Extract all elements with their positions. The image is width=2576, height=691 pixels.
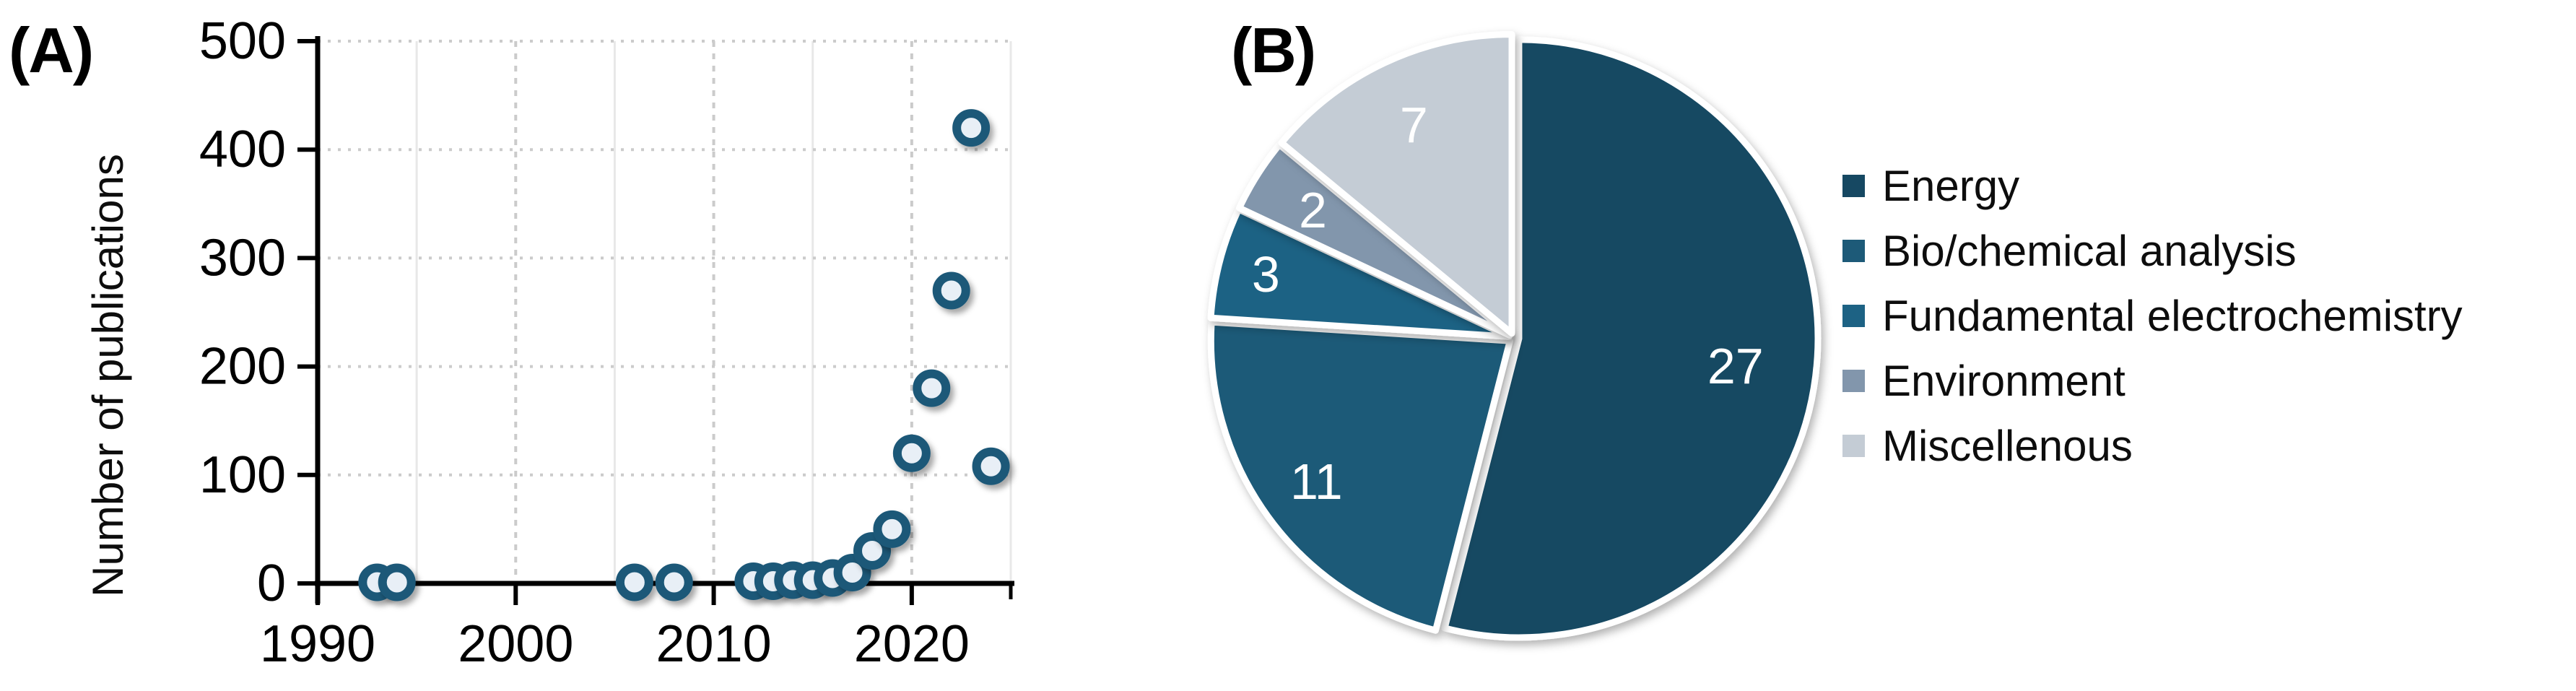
scatter-point: [378, 563, 416, 601]
pie-slice-bio-chemical-analysis: [1207, 318, 1513, 634]
scatter-point: [853, 531, 891, 570]
legend-item-fundamental-electrochemistry: Fundamental electrochemistry: [1842, 291, 2463, 340]
x-axis-tick-label: 2020: [854, 615, 970, 673]
legend-swatch-bio-chemical-analysis: [1842, 239, 1865, 262]
pie-legend: Energy Bio/chemical analysis Fundamental e…: [1842, 161, 2463, 488]
legend-label-miscellenous: Miscellenous: [1882, 421, 2133, 470]
pie-value-label-environment: 2: [1299, 182, 1327, 238]
legend-item-energy: Energy: [1842, 161, 2463, 210]
scatter-chart: 0 100 200 300 400 500 1990 2000 2010 2020: [199, 12, 1014, 673]
pie-slice-miscellenous: [1278, 31, 1515, 337]
x-axis-tick-label: 2000: [458, 615, 573, 673]
pie-value-label-fundamental-electrochemistry: 3: [1252, 246, 1280, 303]
y-axis-tick-label: 200: [199, 338, 286, 396]
y-axis-tick-label: 300: [199, 229, 286, 287]
panel-b-label: (B): [1231, 14, 1316, 86]
legend-item-bio-chemical-analysis: Bio/chemical analysis: [1842, 226, 2463, 275]
legend-swatch-environment: [1842, 369, 1865, 392]
scatter-point: [952, 109, 991, 147]
pie-value-label-bio-chemical-analysis: 11: [1290, 453, 1343, 510]
legend-item-environment: Environment: [1842, 356, 2463, 405]
scatter-point: [892, 434, 931, 472]
scatter-point: [615, 563, 653, 601]
legend-swatch-energy: [1842, 174, 1865, 197]
scatter-point: [873, 510, 911, 548]
legend-label-environment: Environment: [1882, 356, 2125, 405]
x-axis-tick-label: 2010: [656, 615, 771, 673]
scatter-point: [833, 553, 871, 591]
legend-label-energy: Energy: [1882, 161, 2020, 210]
pie-slice-fundamental-electrochemistry: [1207, 206, 1513, 340]
legend-label-fundamental-electrochemistry: Fundamental electrochemistry: [1882, 291, 2463, 340]
scatter-point: [972, 447, 1010, 485]
legend-label-bio-chemical-analysis: Bio/chemical analysis: [1882, 226, 2297, 275]
y-axis-title: Number of publications: [84, 154, 132, 597]
y-axis-tick-label: 100: [199, 446, 286, 504]
legend-swatch-fundamental-electrochemistry: [1842, 304, 1865, 327]
y-axis-tick-label: 0: [257, 555, 286, 612]
pie-value-label-energy: 27: [1707, 338, 1764, 394]
y-axis-tick-label: 500: [199, 12, 286, 70]
scatter-point: [932, 271, 970, 310]
pie-slice-energy: [1441, 36, 1822, 641]
scatter-point: [913, 369, 951, 407]
x-axis-tick-label: 1990: [260, 615, 375, 673]
panel-a-label: (A): [9, 14, 94, 86]
y-axis-tick-label: 400: [199, 121, 286, 178]
legend-swatch-miscellenous: [1842, 434, 1865, 457]
legend-item-miscellenous: Miscellenous: [1842, 421, 2463, 470]
pie-value-label-miscellenous: 7: [1400, 97, 1428, 153]
scatter-point: [655, 563, 693, 601]
